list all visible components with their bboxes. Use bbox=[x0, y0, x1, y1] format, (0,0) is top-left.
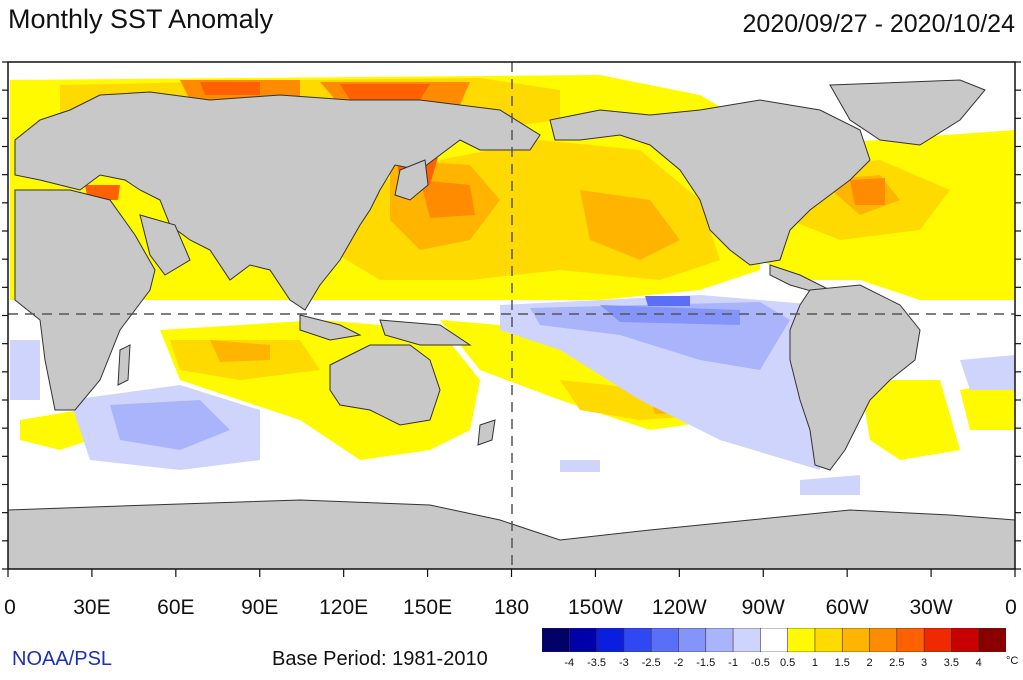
lon-label: 150E bbox=[403, 596, 453, 619]
colorbar-label: -4 bbox=[564, 657, 575, 669]
lon-label: 180 bbox=[493, 596, 530, 619]
colorbar-label: 2 bbox=[866, 657, 873, 669]
land-australia bbox=[329, 344, 441, 426]
lon-label: 90W bbox=[741, 596, 785, 619]
colorbar-swatch bbox=[978, 628, 1006, 652]
colorbar-label: 4 bbox=[975, 657, 982, 669]
lon-label: 0 bbox=[4, 596, 16, 619]
colorbar-label: -1.5 bbox=[696, 657, 716, 669]
land-arabia bbox=[139, 214, 191, 276]
lon-label: 90E bbox=[241, 596, 279, 619]
colorbar-swatch bbox=[568, 628, 598, 652]
colorbar-label: 3 bbox=[921, 657, 928, 669]
base-period: Base Period: 1981-2010 bbox=[272, 648, 488, 670]
colorbar-swatch bbox=[732, 628, 762, 652]
credit-label: NOAA/PSL bbox=[12, 648, 113, 670]
axis-ticks bbox=[2, 61, 1021, 577]
lon-label: 60W bbox=[825, 596, 869, 619]
lon-label: 60E bbox=[157, 596, 195, 619]
colorbar-label: -2 bbox=[673, 657, 684, 669]
colorbar-swatch bbox=[923, 628, 953, 652]
colorbar-label: -3 bbox=[618, 657, 629, 669]
colorbar-swatch bbox=[951, 628, 980, 652]
colorbar-swatch bbox=[896, 628, 925, 652]
colorbar-swatch bbox=[623, 628, 652, 652]
colorbar-label: -3.5 bbox=[587, 657, 607, 669]
land-north-america bbox=[549, 99, 871, 266]
colorbar-label: 0.5 bbox=[779, 657, 796, 669]
land-antarctica bbox=[8, 499, 1015, 569]
lon-label: 0 bbox=[1005, 596, 1017, 619]
land-eurasia bbox=[14, 91, 541, 311]
colorbar-swatch bbox=[760, 628, 789, 652]
colorbar-swatch bbox=[814, 628, 844, 652]
colorbar-label: 1 bbox=[811, 657, 818, 669]
colorbar-label: 1.5 bbox=[834, 657, 850, 669]
colorbar-swatch bbox=[650, 628, 680, 652]
land-indonesia bbox=[299, 314, 362, 341]
colorbar-label: -1 bbox=[728, 657, 738, 669]
land-new-zealand bbox=[477, 419, 496, 446]
colorbar-swatch bbox=[841, 628, 871, 652]
colorbar-label: 2.5 bbox=[889, 657, 905, 669]
colorbar-swatch bbox=[869, 628, 898, 652]
date-range: 2020/09/27 - 2020/10/24 bbox=[742, 10, 1015, 38]
colorbar-swatch bbox=[542, 628, 571, 652]
lon-label: 30E bbox=[73, 596, 111, 619]
colorbar-label: -2.5 bbox=[641, 657, 661, 669]
land-japan bbox=[394, 159, 429, 201]
land-greenland bbox=[829, 79, 986, 146]
land-south-america bbox=[789, 284, 921, 471]
lon-label: 120E bbox=[319, 596, 369, 619]
sst-anomaly-map bbox=[2, 61, 1021, 577]
colorbar-label: 3.5 bbox=[943, 657, 960, 669]
lon-label: 120W bbox=[651, 596, 707, 619]
colorbar-label: -0.5 bbox=[750, 657, 770, 669]
lon-label: 150W bbox=[567, 596, 623, 619]
land-masses bbox=[8, 79, 1015, 569]
colorbar-swatch bbox=[596, 628, 625, 652]
colorbar bbox=[542, 628, 1006, 652]
colorbar-swatch bbox=[678, 628, 707, 652]
cool-anomaly-regions bbox=[10, 295, 1015, 495]
land-madagascar bbox=[117, 344, 131, 386]
colorbar-unit: °C bbox=[1006, 655, 1019, 667]
colorbar-swatch bbox=[787, 628, 816, 652]
land-africa bbox=[14, 189, 156, 411]
lon-label: 30W bbox=[909, 596, 953, 619]
map-title: Monthly SST Anomaly bbox=[8, 4, 274, 34]
colorbar-swatch bbox=[705, 628, 734, 652]
